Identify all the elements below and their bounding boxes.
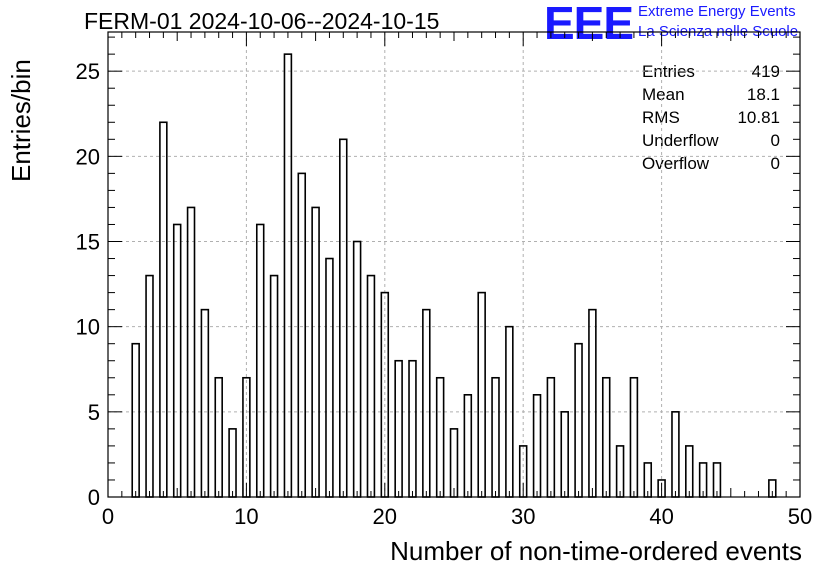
y-tick-label: 20 bbox=[76, 144, 100, 169]
histogram-bar bbox=[339, 138, 348, 498]
y-tick-label: 5 bbox=[88, 400, 100, 425]
stats-box: Entries 419 Mean 18.1 RMS 10.81 Underflo… bbox=[642, 60, 780, 175]
histogram-bar bbox=[366, 274, 376, 498]
eee-logo: EEE bbox=[544, 0, 634, 49]
histogram-bar bbox=[532, 394, 542, 498]
x-tick-label: 30 bbox=[511, 504, 535, 529]
histogram-bar bbox=[214, 376, 223, 498]
x-tick-label: 10 bbox=[234, 504, 258, 529]
stat-rms: RMS 10.81 bbox=[642, 106, 780, 129]
histogram-bar bbox=[255, 223, 265, 498]
histogram-bar bbox=[228, 428, 237, 498]
histogram-bar bbox=[546, 376, 556, 498]
plot-frame bbox=[107, 31, 801, 498]
x-tick-label: 0 bbox=[102, 504, 114, 529]
stat-value: 0 bbox=[770, 131, 780, 150]
histogram-bar bbox=[491, 376, 500, 498]
x-tick-label: 20 bbox=[373, 504, 397, 529]
histogram-bar bbox=[186, 206, 196, 498]
histogram-bar bbox=[311, 206, 320, 498]
histogram-bar bbox=[200, 308, 210, 498]
histogram-bar bbox=[615, 445, 625, 498]
histogram-bar bbox=[463, 394, 473, 498]
x-tick-label: 50 bbox=[788, 504, 812, 529]
stat-label: RMS bbox=[642, 108, 680, 127]
stat-overflow: Overflow 0 bbox=[642, 152, 780, 175]
y-tick-label: 25 bbox=[76, 59, 100, 84]
histogram-bar bbox=[449, 428, 459, 498]
stat-value: 419 bbox=[751, 62, 780, 81]
histogram-bar bbox=[574, 342, 583, 498]
histogram-bar bbox=[685, 445, 694, 498]
stat-label: Mean bbox=[642, 85, 685, 104]
logo-line-1: Extreme Energy Events bbox=[638, 3, 796, 20]
histogram-bar bbox=[408, 359, 417, 498]
histogram-bar bbox=[671, 411, 680, 498]
histogram-bar bbox=[560, 411, 569, 498]
histogram-bar bbox=[297, 172, 307, 498]
histogram-bar bbox=[394, 359, 403, 498]
histogram-bar bbox=[422, 308, 431, 498]
histogram-bar bbox=[601, 376, 611, 498]
stat-value: 18.1 bbox=[746, 85, 780, 104]
stat-value: 10.81 bbox=[737, 108, 780, 127]
chart-title: FERM-01 2024-10-06--2024-10-15 bbox=[84, 8, 440, 34]
histogram-bar bbox=[172, 223, 182, 498]
x-tick-label: 40 bbox=[649, 504, 673, 529]
histogram-bar bbox=[477, 291, 486, 498]
y-tick-label: 0 bbox=[88, 485, 100, 510]
histogram-bar bbox=[145, 274, 154, 498]
stat-value: 0 bbox=[770, 154, 780, 173]
histogram-bar bbox=[435, 376, 445, 498]
stat-label: Overflow bbox=[642, 154, 710, 173]
y-tick-label: 15 bbox=[76, 230, 100, 255]
x-axis-label: Number of non-time-ordered events bbox=[390, 536, 802, 566]
histogram-bar bbox=[269, 274, 279, 498]
stat-mean: Mean 18.1 bbox=[642, 83, 780, 106]
histogram-bar bbox=[159, 121, 168, 498]
histogram-bar bbox=[283, 53, 293, 498]
histogram-bar bbox=[352, 240, 362, 498]
histogram-bar bbox=[131, 342, 140, 498]
histogram-bar bbox=[588, 308, 597, 498]
y-tick-label: 10 bbox=[76, 315, 100, 340]
histogram-bar bbox=[629, 376, 639, 498]
histogram-bar bbox=[325, 257, 334, 498]
histogram-bar bbox=[242, 376, 251, 498]
